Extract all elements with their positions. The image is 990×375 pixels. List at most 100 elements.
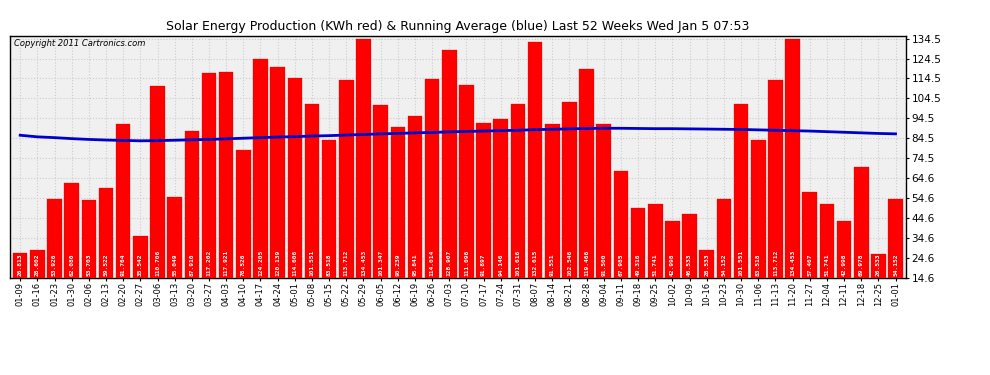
Bar (13, 253, 28, 307)
Text: 111.096: 111.096 (464, 249, 469, 276)
Bar (133, 236, 148, 307)
Text: 101.551: 101.551 (310, 249, 315, 276)
Bar (373, 105, 388, 307)
Text: 101.616: 101.616 (516, 249, 521, 276)
Text: 78.526: 78.526 (241, 253, 246, 276)
Bar (562, 102, 577, 307)
Text: 113.712: 113.712 (344, 249, 348, 276)
Bar (150, 86, 164, 307)
Text: 42.998: 42.998 (842, 253, 846, 276)
Bar (356, 39, 371, 307)
Text: 91.551: 91.551 (549, 253, 554, 276)
Bar (116, 124, 131, 307)
Bar (459, 85, 474, 307)
Bar (287, 78, 302, 307)
Text: 46.533: 46.533 (687, 253, 692, 276)
Bar (476, 123, 491, 307)
Bar (631, 209, 645, 307)
Bar (64, 183, 79, 307)
Text: 132.615: 132.615 (533, 249, 538, 276)
Bar (81, 200, 96, 307)
Text: 28.602: 28.602 (35, 253, 40, 276)
Bar (888, 199, 903, 307)
Bar (236, 150, 250, 307)
Text: 95.841: 95.841 (413, 253, 418, 276)
Text: 91.500: 91.500 (601, 253, 606, 276)
Text: 26.813: 26.813 (18, 253, 23, 276)
Bar (184, 132, 199, 307)
Bar (820, 204, 835, 307)
Bar (425, 80, 440, 307)
Text: 42.998: 42.998 (670, 253, 675, 276)
Text: 102.546: 102.546 (567, 249, 572, 276)
Bar (493, 119, 508, 307)
Text: 67.985: 67.985 (619, 253, 624, 276)
Text: 26.533: 26.533 (876, 253, 881, 276)
Bar (442, 50, 456, 307)
Text: 62.080: 62.080 (69, 253, 74, 276)
Bar (665, 221, 680, 307)
Bar (734, 104, 748, 307)
Text: 120.139: 120.139 (275, 249, 280, 276)
Text: 87.910: 87.910 (189, 253, 194, 276)
Text: 117.921: 117.921 (224, 249, 229, 276)
Bar (648, 204, 662, 307)
Title: Solar Energy Production (KWh red) & Running Average (blue) Last 52 Weeks Wed Jan: Solar Energy Production (KWh red) & Runn… (166, 20, 749, 33)
Text: 101.347: 101.347 (378, 249, 383, 276)
Bar (99, 188, 113, 307)
Text: 114.606: 114.606 (292, 249, 297, 276)
Text: 35.542: 35.542 (138, 253, 143, 276)
Bar (305, 104, 320, 307)
Text: 124.205: 124.205 (258, 249, 263, 276)
Text: 59.522: 59.522 (104, 253, 109, 276)
Text: 53.703: 53.703 (86, 253, 91, 276)
Text: 83.518: 83.518 (755, 253, 760, 276)
Bar (837, 221, 851, 307)
Bar (871, 254, 886, 307)
Bar (30, 250, 45, 307)
Bar (854, 167, 868, 307)
Text: 101.551: 101.551 (739, 249, 743, 276)
Text: 53.926: 53.926 (52, 253, 57, 276)
Bar (511, 104, 526, 307)
Text: 128.907: 128.907 (446, 249, 451, 276)
Bar (528, 42, 543, 307)
Bar (270, 67, 285, 307)
Text: 51.741: 51.741 (652, 253, 657, 276)
Text: 117.202: 117.202 (207, 249, 212, 276)
Bar (803, 192, 817, 307)
Bar (768, 80, 783, 307)
Text: Copyright 2011 Cartronics.com: Copyright 2011 Cartronics.com (15, 39, 146, 48)
Bar (219, 72, 234, 307)
Bar (751, 140, 765, 307)
Bar (785, 39, 800, 307)
Text: 55.049: 55.049 (172, 253, 177, 276)
Text: 49.316: 49.316 (636, 253, 641, 276)
Bar (408, 116, 423, 307)
Bar (322, 140, 337, 307)
Text: 54.152: 54.152 (722, 253, 727, 276)
Text: 94.146: 94.146 (498, 253, 503, 276)
Text: 54.152: 54.152 (893, 253, 898, 276)
Bar (596, 124, 611, 307)
Bar (544, 124, 559, 307)
Text: 90.239: 90.239 (395, 253, 400, 276)
Text: 91.764: 91.764 (121, 253, 126, 276)
Bar (682, 214, 697, 307)
Bar (167, 197, 182, 307)
Text: 113.712: 113.712 (773, 249, 778, 276)
Text: 134.453: 134.453 (790, 249, 795, 276)
Bar (253, 59, 267, 307)
Text: 134.453: 134.453 (361, 249, 366, 276)
Text: 119.466: 119.466 (584, 249, 589, 276)
Bar (390, 127, 405, 307)
Text: 114.014: 114.014 (430, 249, 435, 276)
Text: 69.978: 69.978 (858, 253, 863, 276)
Text: 110.706: 110.706 (155, 249, 160, 276)
Bar (202, 73, 216, 307)
Bar (48, 199, 61, 307)
Text: 83.518: 83.518 (327, 253, 332, 276)
Bar (717, 199, 732, 307)
Text: 91.897: 91.897 (481, 253, 486, 276)
Bar (579, 69, 594, 307)
